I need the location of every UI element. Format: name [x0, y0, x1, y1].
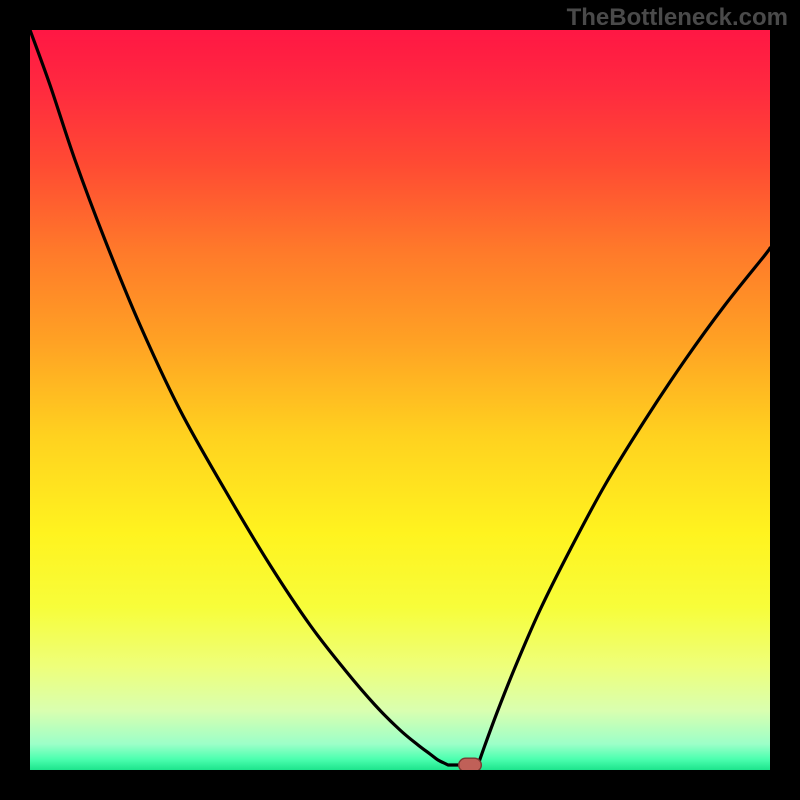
plot-area — [30, 30, 770, 770]
bottleneck-curve — [30, 30, 770, 770]
watermark-text: TheBottleneck.com — [567, 4, 788, 32]
optimum-marker — [458, 757, 482, 770]
